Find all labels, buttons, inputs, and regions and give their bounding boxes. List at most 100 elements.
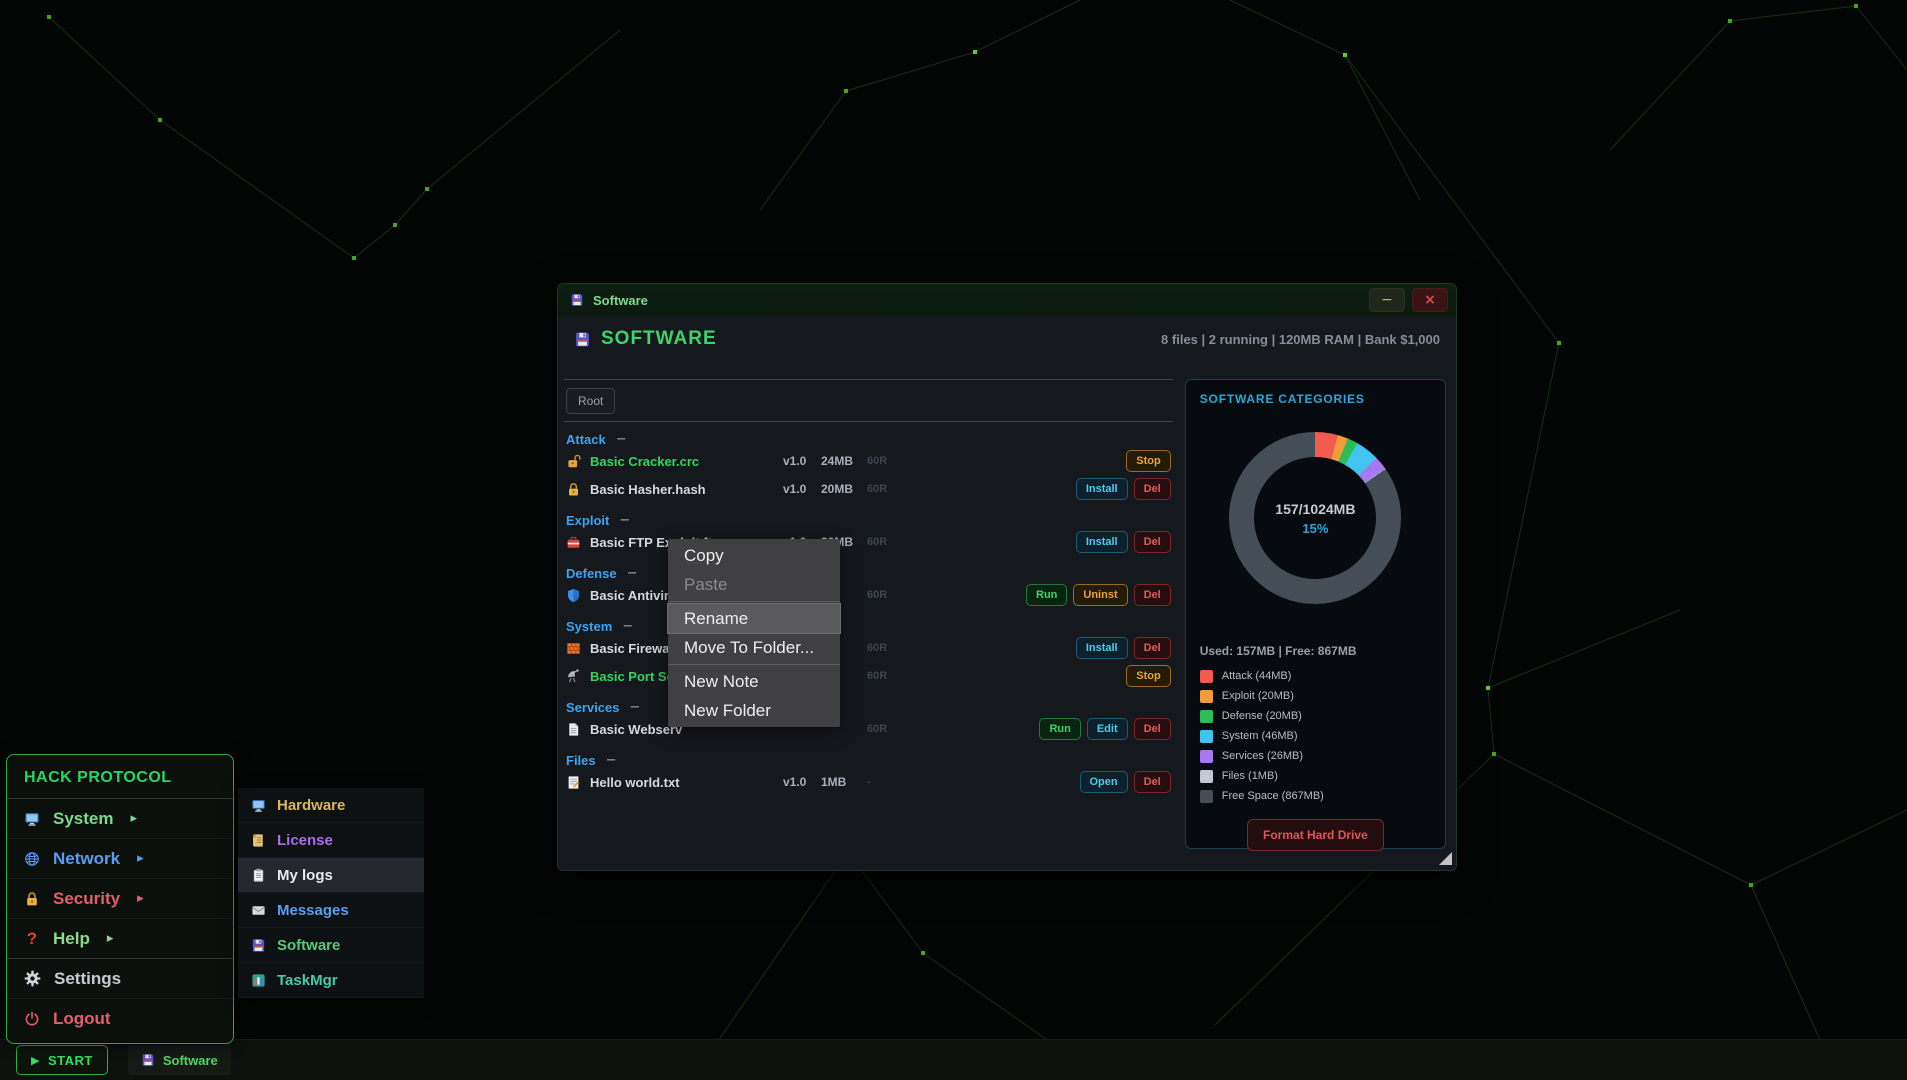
start-menu-item-network[interactable]: Network ▸	[7, 839, 233, 879]
start-menu-title: HACK PROTOCOL	[7, 764, 233, 799]
file-size: 20MB	[821, 482, 854, 496]
section-header-attack[interactable]: Attack −	[566, 432, 627, 447]
bar-chart-icon	[251, 973, 266, 988]
file-row[interactable]: Basic FTP Exploit.ftp v1.0 20MB 60R Inst…	[564, 528, 1173, 556]
floppy-disk-icon	[570, 293, 584, 307]
panel-title: SOFTWARE CATEGORIES	[1199, 392, 1365, 406]
open-button[interactable]: Open	[1079, 771, 1128, 793]
file-name: Basic Firewall.f	[590, 640, 685, 656]
delete-button[interactable]: Del	[1133, 584, 1171, 606]
context-menu-item-new-folder[interactable]: New Folder	[684, 700, 771, 720]
install-button[interactable]: Install	[1075, 478, 1128, 500]
file-size: 1MB	[821, 775, 847, 789]
collapse-icon[interactable]: −	[629, 700, 641, 715]
software-categories-panel: SOFTWARE CATEGORIES 157/1024MB 15% Used:…	[1184, 379, 1446, 851]
context-menu-item-move-to-folder[interactable]: Move To Folder...	[684, 637, 815, 657]
delete-button[interactable]: Del	[1133, 718, 1171, 740]
legend-item: Defense (20MB)	[1199, 706, 1431, 726]
context-menu-item-new-note[interactable]: New Note	[684, 671, 759, 691]
submenu-item-hardware[interactable]: Hardware	[238, 788, 424, 823]
file-version: v1.0	[783, 775, 807, 789]
file-row[interactable]: Basic Webserv 60R Run Edit Del	[564, 715, 1173, 743]
stop-button[interactable]: Stop	[1126, 450, 1171, 472]
context-menu-separator	[668, 664, 840, 665]
usage-fraction: 157/1024MB	[1275, 500, 1356, 517]
status-stats: 8 files | 2 running | 120MB RAM | Bank $…	[1161, 331, 1440, 347]
file-rating: 60R	[867, 723, 888, 735]
delete-button[interactable]: Del	[1133, 637, 1171, 659]
toolbox-icon	[566, 535, 582, 550]
start-menu-item-logout[interactable]: Logout	[7, 999, 233, 1038]
submenu-item-taskmgr[interactable]: TaskMgr	[238, 963, 424, 998]
legend-item: Free Space (867MB)	[1199, 786, 1431, 806]
collapse-icon[interactable]: −	[605, 753, 617, 768]
legend-item: Files (1MB)	[1199, 766, 1431, 786]
section-header-exploit[interactable]: Exploit −	[566, 513, 631, 528]
collapse-icon[interactable]: −	[615, 432, 627, 447]
file-row[interactable]: Basic Firewall.f 60R Install Del	[564, 634, 1173, 662]
run-button[interactable]: Run	[1039, 718, 1081, 740]
submenu-arrow-icon: ▸	[137, 891, 144, 906]
taskbar: ▶ START Software	[0, 1039, 1907, 1080]
delete-button[interactable]: Del	[1133, 771, 1171, 793]
start-menu-item-security[interactable]: Security ▸	[7, 879, 233, 919]
context-menu: Copy Paste Rename Move To Folder... New …	[667, 539, 841, 727]
section-header-services[interactable]: Services −	[566, 700, 641, 715]
file-row[interactable]: Hello world.txt v1.0 1MB - Open Del	[564, 768, 1173, 796]
install-button[interactable]: Install	[1075, 637, 1128, 659]
file-rating: 60R	[867, 589, 888, 601]
usage-summary: Used: 157MB | Free: 867MB	[1199, 644, 1357, 658]
start-menu-item-settings[interactable]: Settings	[7, 959, 233, 999]
format-hard-drive-button[interactable]: Format Hard Drive	[1247, 819, 1384, 851]
section-header-system[interactable]: System −	[566, 619, 634, 634]
run-button[interactable]: Run	[1026, 584, 1068, 606]
submenu-item-license[interactable]: License	[238, 823, 424, 858]
collapse-icon[interactable]: −	[619, 513, 631, 528]
file-version: v1.0	[783, 482, 807, 496]
minimize-button[interactable]: −	[1369, 288, 1405, 312]
file-row[interactable]: Basic Cracker.crc v1.0 24MB 60R Stop	[564, 447, 1173, 475]
floppy-disk-icon	[251, 938, 266, 953]
start-menu-item-system[interactable]: System ▸	[7, 799, 233, 839]
file-row[interactable]: Basic Port Scan 60R Stop	[564, 662, 1173, 690]
submenu-item-my-logs[interactable]: My logs	[238, 858, 424, 893]
start-button[interactable]: ▶ START	[16, 1045, 108, 1075]
context-menu-item-rename[interactable]: Rename	[667, 603, 841, 634]
context-menu-separator	[668, 601, 840, 602]
gear-icon	[24, 970, 41, 987]
collapse-icon[interactable]: −	[622, 619, 634, 634]
delete-button[interactable]: Del	[1133, 478, 1171, 500]
window-header: SOFTWARE 8 files | 2 running | 120MB RAM…	[558, 316, 1456, 362]
install-button[interactable]: Install	[1075, 531, 1128, 553]
software-window: Software − × SOFTWARE 8 files | 2 runnin…	[557, 283, 1457, 871]
stop-button[interactable]: Stop	[1126, 665, 1171, 687]
submenu-item-messages[interactable]: Messages	[238, 893, 424, 928]
globe-icon	[24, 851, 40, 867]
edit-button[interactable]: Edit	[1086, 718, 1128, 740]
submenu-arrow-icon: ▸	[137, 851, 144, 866]
delete-button[interactable]: Del	[1133, 531, 1171, 553]
section-header-files[interactable]: Files −	[566, 753, 617, 768]
start-menu-divider	[7, 958, 233, 959]
collapse-icon[interactable]: −	[626, 566, 638, 581]
file-row[interactable]: Basic Hasher.hash v1.0 20MB 60R Install …	[564, 475, 1173, 503]
breadcrumb-root[interactable]: Root	[566, 387, 616, 414]
start-menu-item-help[interactable]: ? Help ▸	[7, 919, 233, 959]
window-resize-handle[interactable]	[1439, 852, 1452, 865]
file-row[interactable]: Basic Antivirus 60R Run Uninst Del	[564, 581, 1173, 609]
monitor-icon	[251, 798, 266, 813]
legend-swatch	[1199, 729, 1213, 743]
context-menu-item-copy[interactable]: Copy	[684, 545, 724, 565]
firewall-brick-icon	[566, 641, 582, 656]
file-rating: -	[867, 776, 871, 788]
window-titlebar[interactable]: Software − ×	[558, 284, 1456, 316]
lock-closed-icon	[566, 482, 582, 497]
submenu-item-software[interactable]: Software	[238, 928, 424, 963]
taskbar-task-software[interactable]: Software	[127, 1045, 231, 1075]
scroll-icon	[251, 833, 266, 848]
envelope-icon	[251, 903, 266, 918]
section-header-defense[interactable]: Defense −	[566, 566, 638, 581]
uninstall-button[interactable]: Uninst	[1073, 584, 1128, 606]
file-name: Basic Port Scan	[590, 668, 689, 684]
close-button[interactable]: ×	[1412, 288, 1448, 312]
